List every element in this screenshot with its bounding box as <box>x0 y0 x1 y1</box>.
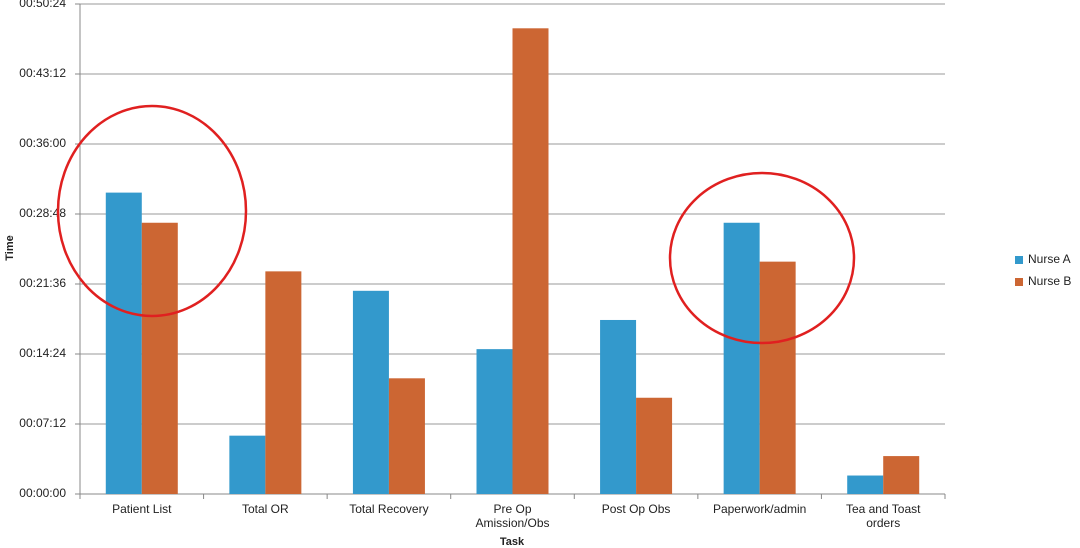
x-tick-label: Pre Op Amission/Obs <box>475 502 549 530</box>
bar <box>512 28 549 495</box>
bar <box>883 456 920 494</box>
y-tick-label: 00:07:12 <box>19 416 66 430</box>
y-tick-label: 00:50:24 <box>19 0 66 10</box>
y-tick-label: 00:14:24 <box>19 346 66 360</box>
bar <box>352 290 389 494</box>
y-tick-label: 00:43:12 <box>19 66 66 80</box>
bar <box>759 261 796 494</box>
y-axis-title: Time <box>4 235 16 260</box>
bar <box>636 397 673 494</box>
legend-swatch <box>1015 278 1023 286</box>
x-tick-label: Total OR <box>242 502 289 516</box>
legend-label: Nurse A <box>1028 252 1071 266</box>
y-tick-label: 00:21:36 <box>19 276 66 290</box>
bar <box>600 319 637 494</box>
x-tick-label: Total Recovery <box>349 502 428 516</box>
x-axis-title: Task <box>500 536 525 548</box>
highlight-circle <box>56 104 248 318</box>
x-tick-label: Tea and Toast orders <box>846 502 921 530</box>
x-tick-label: Post Op Obs <box>602 502 671 516</box>
bar <box>229 435 266 494</box>
y-tick-label: 00:28:48 <box>19 206 66 220</box>
bar <box>723 222 760 494</box>
plot-area: 00:00:00 00:07:12 00:14:24 00:21:36 00:28:48… <box>19 0 1071 530</box>
bar <box>265 271 302 494</box>
y-tick-label: 00:00:00 <box>19 486 66 500</box>
highlight-circle <box>668 171 856 345</box>
bar <box>847 475 884 494</box>
x-tick-label: Patient List <box>112 502 172 516</box>
bar <box>388 378 425 494</box>
y-tick-label: 00:36:00 <box>19 136 66 150</box>
x-tick-label: Paperwork/admin <box>713 502 806 516</box>
legend-swatch <box>1015 256 1023 264</box>
bar <box>105 192 142 494</box>
bar <box>476 349 513 494</box>
legend-label: Nurse B <box>1028 274 1071 288</box>
bar <box>141 222 178 494</box>
